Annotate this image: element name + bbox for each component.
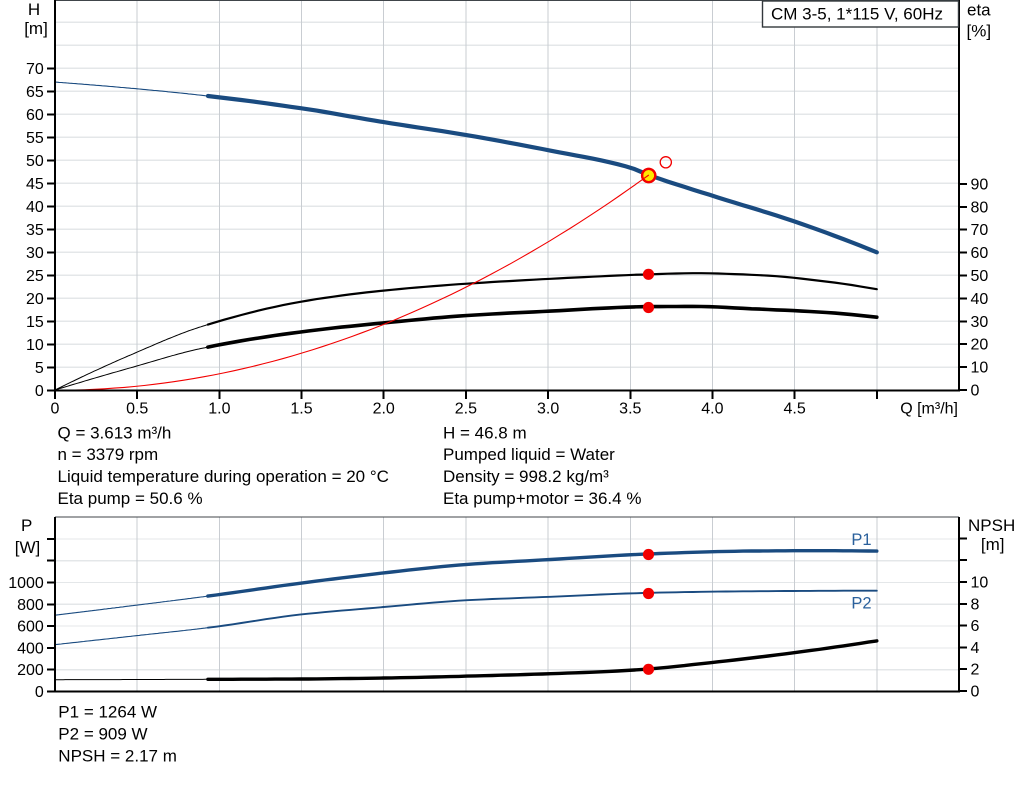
svg-text:10: 10 (971, 360, 989, 377)
svg-text:[m]: [m] (24, 19, 48, 38)
svg-text:6: 6 (971, 618, 980, 635)
svg-text:90: 90 (971, 176, 989, 193)
svg-text:P: P (21, 516, 32, 535)
svg-text:P2: P2 (851, 595, 871, 613)
svg-text:4.0: 4.0 (701, 401, 723, 418)
svg-text:0: 0 (971, 684, 980, 701)
svg-text:Q [m³/h]: Q [m³/h] (900, 401, 958, 418)
svg-text:Q = 3.613 m³/h: Q = 3.613 m³/h (58, 423, 172, 442)
svg-text:70: 70 (971, 222, 989, 239)
svg-text:60: 60 (26, 107, 44, 124)
svg-text:Liquid temperature during oper: Liquid temperature during operation = 20… (58, 467, 389, 486)
svg-text:n = 3379 rpm: n = 3379 rpm (58, 445, 159, 464)
svg-text:45: 45 (26, 176, 44, 193)
svg-text:Eta pump+motor = 36.4 %: Eta pump+motor = 36.4 % (443, 489, 641, 508)
svg-text:10: 10 (26, 337, 44, 354)
svg-text:800: 800 (17, 597, 44, 614)
svg-text:NPSH: NPSH (968, 516, 1015, 535)
svg-text:Eta pump = 50.6 %: Eta pump = 50.6 % (58, 489, 203, 508)
svg-text:Pumped liquid = Water: Pumped liquid = Water (443, 445, 615, 464)
svg-text:40: 40 (971, 291, 989, 308)
svg-text:H: H (28, 0, 40, 19)
svg-text:3.5: 3.5 (619, 401, 641, 418)
svg-text:Density = 998.2 kg/m³: Density = 998.2 kg/m³ (443, 467, 609, 486)
svg-text:600: 600 (17, 619, 44, 636)
svg-text:1000: 1000 (8, 575, 44, 592)
svg-text:20: 20 (26, 291, 44, 308)
svg-text:1.5: 1.5 (290, 401, 312, 418)
svg-text:2.0: 2.0 (373, 401, 395, 418)
svg-text:60: 60 (971, 245, 989, 262)
svg-text:eta: eta (967, 1, 991, 20)
svg-text:0: 0 (35, 684, 44, 701)
svg-text:0: 0 (51, 401, 60, 418)
svg-text:25: 25 (26, 268, 44, 285)
svg-text:0: 0 (971, 383, 980, 400)
svg-text:400: 400 (17, 640, 44, 657)
svg-text:50: 50 (26, 153, 44, 170)
svg-text:5: 5 (35, 360, 44, 377)
svg-text:35: 35 (26, 222, 44, 239)
svg-text:[%]: [%] (967, 22, 992, 41)
svg-text:2.5: 2.5 (455, 401, 477, 418)
svg-text:H = 46.8 m: H = 46.8 m (443, 423, 527, 442)
svg-text:80: 80 (971, 199, 989, 216)
svg-text:P1 = 1264 W: P1 = 1264 W (58, 702, 157, 721)
svg-text:CM 3-5, 1*115 V, 60Hz: CM 3-5, 1*115 V, 60Hz (771, 5, 943, 24)
svg-text:200: 200 (17, 662, 44, 679)
svg-text:[m]: [m] (981, 535, 1005, 554)
svg-text:55: 55 (26, 130, 44, 147)
svg-text:70: 70 (26, 61, 44, 78)
svg-text:15: 15 (26, 314, 44, 331)
svg-text:4.5: 4.5 (783, 401, 805, 418)
svg-text:3.0: 3.0 (537, 401, 559, 418)
svg-text:30: 30 (26, 245, 44, 262)
svg-text:[W]: [W] (15, 538, 41, 557)
svg-text:P2 = 909 W: P2 = 909 W (58, 725, 147, 744)
svg-text:65: 65 (26, 84, 44, 101)
svg-text:30: 30 (971, 314, 989, 331)
svg-text:10: 10 (971, 575, 989, 592)
svg-text:P1: P1 (851, 531, 871, 549)
svg-text:0: 0 (35, 383, 44, 400)
svg-text:0.5: 0.5 (126, 401, 148, 418)
svg-text:40: 40 (26, 199, 44, 216)
svg-text:1.0: 1.0 (208, 401, 230, 418)
svg-text:4: 4 (971, 640, 980, 657)
svg-text:8: 8 (971, 596, 980, 613)
svg-text:2: 2 (971, 662, 980, 679)
svg-text:NPSH = 2.17 m: NPSH = 2.17 m (58, 747, 177, 766)
svg-text:50: 50 (971, 268, 989, 285)
svg-text:20: 20 (971, 337, 989, 354)
